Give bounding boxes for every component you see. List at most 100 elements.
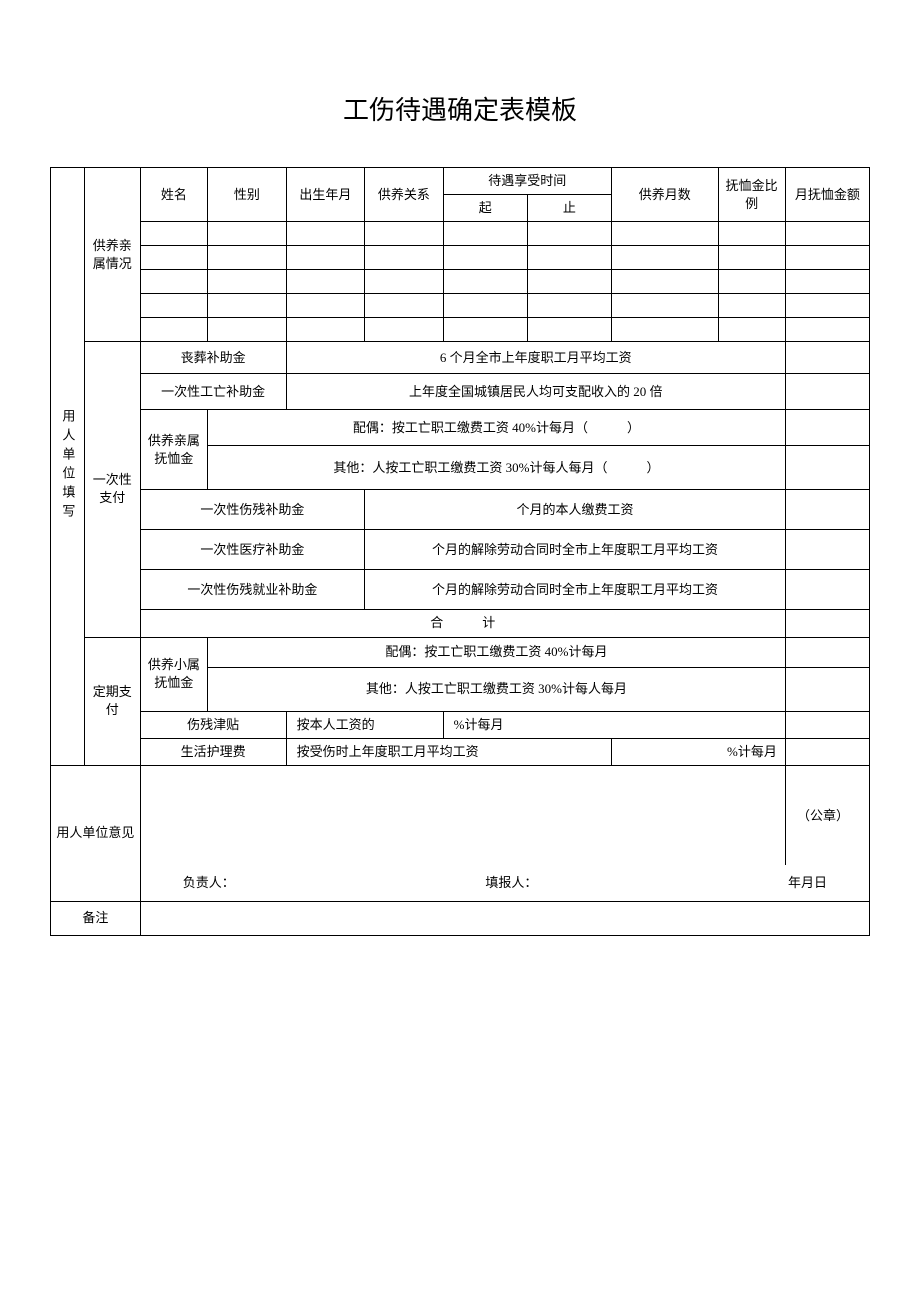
dependents-label: 供养亲属情况: [84, 168, 140, 342]
side-label: 用人单位填写: [51, 168, 85, 766]
allowance-desc2: %计每月: [443, 711, 785, 738]
cell[interactable]: [785, 738, 869, 765]
cell[interactable]: [365, 270, 444, 294]
funeral-desc: 6 个月全市上年度职工月平均工资: [286, 342, 785, 374]
remark-label: 备注: [51, 901, 141, 935]
employment-desc: 个月的解除劳动合同时全市上年度职工月平均工资: [365, 570, 786, 610]
cell[interactable]: [286, 294, 365, 318]
cell[interactable]: [527, 270, 611, 294]
cell[interactable]: [718, 270, 785, 294]
cell[interactable]: [286, 318, 365, 342]
cell[interactable]: [140, 222, 207, 246]
page-title: 工伤待遇确定表模板: [50, 90, 870, 127]
dependent-pension-label: 供养亲属抚恤金: [140, 410, 207, 490]
allowance-label: 伤残津贴: [140, 711, 286, 738]
hdr-period: 待遇享受时间: [443, 168, 611, 195]
cell[interactable]: [785, 637, 869, 667]
cell[interactable]: [527, 294, 611, 318]
opinion-label: 用人单位意见: [51, 765, 141, 901]
main-table: 用人单位填写 供养亲属情况 姓名 性别 出生年月 供养关系 待遇享受时间 供养月…: [50, 167, 870, 936]
cell[interactable]: [785, 294, 869, 318]
cell[interactable]: [611, 294, 718, 318]
cell[interactable]: [286, 246, 365, 270]
reporter-label: 填报人：: [485, 874, 537, 892]
cell[interactable]: [286, 222, 365, 246]
death-desc: 上年度全国城镇居民人均可支配收入的 20 倍: [286, 374, 785, 410]
hdr-months: 供养月数: [611, 168, 718, 222]
cell[interactable]: [785, 446, 869, 490]
cell[interactable]: [365, 246, 444, 270]
cell[interactable]: [785, 490, 869, 530]
cell[interactable]: [140, 294, 207, 318]
onetime-label: 一次性支付: [84, 342, 140, 637]
cell[interactable]: [785, 610, 869, 637]
cell[interactable]: [140, 246, 207, 270]
cell[interactable]: [140, 270, 207, 294]
cell[interactable]: [718, 318, 785, 342]
cell[interactable]: [365, 318, 444, 342]
cell[interactable]: [286, 270, 365, 294]
cell[interactable]: [527, 222, 611, 246]
medical-label: 一次性医疗补助金: [140, 530, 364, 570]
cell[interactable]: [611, 246, 718, 270]
hdr-end: 止: [527, 195, 611, 222]
hdr-relation: 供养关系: [365, 168, 444, 222]
cell[interactable]: [443, 318, 527, 342]
employment-label: 一次性伤残就业补助金: [140, 570, 364, 610]
cell[interactable]: [785, 570, 869, 610]
disability-desc: 个月的本人缴费工资: [365, 490, 786, 530]
cell[interactable]: [527, 246, 611, 270]
responsible-label: 负责人：: [183, 874, 235, 892]
total-label: 合 计: [140, 610, 785, 637]
cell[interactable]: [443, 294, 527, 318]
cell[interactable]: [718, 294, 785, 318]
cell[interactable]: [785, 374, 869, 410]
periodic-pension-label: 供养小属抚恤金: [140, 637, 207, 711]
cell[interactable]: [443, 222, 527, 246]
periodic-pension-spouse: 配偶：按工亡职工缴费工资 40%计每月: [208, 637, 786, 667]
cell[interactable]: [208, 270, 287, 294]
cell[interactable]: [611, 222, 718, 246]
cell[interactable]: [208, 318, 287, 342]
disability-label: 一次性伤残补助金: [140, 490, 364, 530]
remark-cell[interactable]: [140, 901, 869, 935]
cell[interactable]: [785, 222, 869, 246]
cell[interactable]: [443, 270, 527, 294]
death-label: 一次性工亡补助金: [140, 374, 286, 410]
cell[interactable]: [785, 711, 869, 738]
cell[interactable]: [785, 410, 869, 446]
signature-row: 负责人： 填报人： 年月日: [140, 865, 869, 901]
cell[interactable]: [785, 667, 869, 711]
date-label: 年月日: [788, 874, 827, 892]
cell[interactable]: [785, 530, 869, 570]
funeral-label: 丧葬补助金: [140, 342, 286, 374]
allowance-desc1: 按本人工资的: [286, 711, 443, 738]
cell[interactable]: [443, 246, 527, 270]
cell[interactable]: [527, 318, 611, 342]
cell[interactable]: [785, 270, 869, 294]
cell[interactable]: [785, 246, 869, 270]
cell[interactable]: [785, 318, 869, 342]
cell[interactable]: [208, 222, 287, 246]
cell[interactable]: [140, 318, 207, 342]
nursing-label: 生活护理费: [140, 738, 286, 765]
seal-label: （公章）: [785, 765, 869, 865]
hdr-start: 起: [443, 195, 527, 222]
periodic-label: 定期支付: [84, 637, 140, 765]
cell[interactable]: [785, 342, 869, 374]
cell[interactable]: [718, 246, 785, 270]
nursing-desc2: %计每月: [611, 738, 785, 765]
cell[interactable]: [611, 318, 718, 342]
dependent-pension-other: 其他：人按工亡职工缴费工资 30%计每人每月（ ）: [208, 446, 786, 490]
cell[interactable]: [718, 222, 785, 246]
cell[interactable]: [365, 222, 444, 246]
opinion-area[interactable]: [140, 765, 785, 865]
hdr-name: 姓名: [140, 168, 207, 222]
cell[interactable]: [208, 246, 287, 270]
dependent-pension-spouse: 配偶：按工亡职工缴费工资 40%计每月（ ）: [208, 410, 786, 446]
cell[interactable]: [208, 294, 287, 318]
cell[interactable]: [611, 270, 718, 294]
medical-desc: 个月的解除劳动合同时全市上年度职工月平均工资: [365, 530, 786, 570]
cell[interactable]: [365, 294, 444, 318]
hdr-ratio: 抚恤金比例: [718, 168, 785, 222]
